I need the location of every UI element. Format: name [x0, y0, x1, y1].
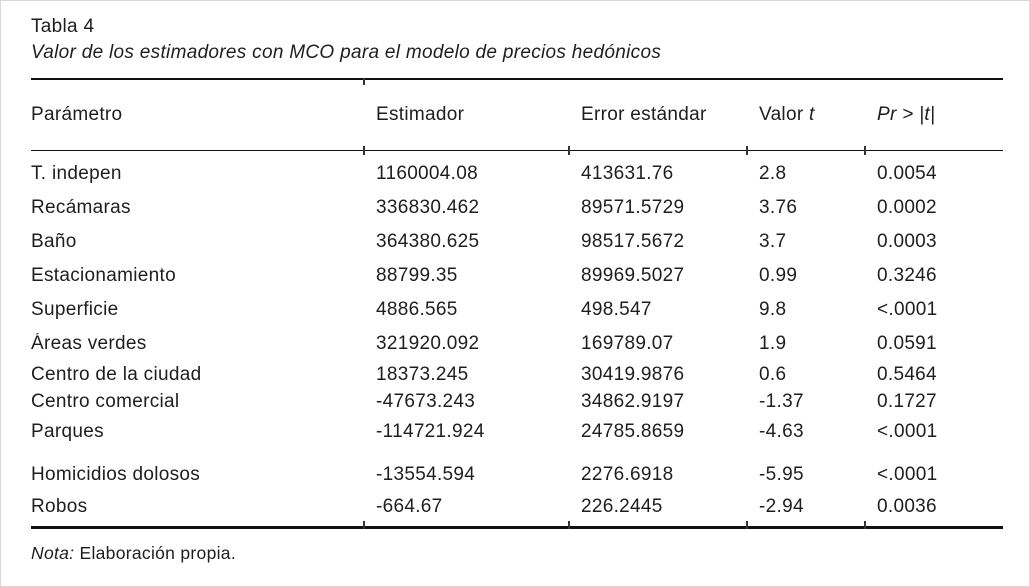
header-cell: Estimador	[363, 104, 568, 126]
column-divider-tick	[363, 78, 365, 85]
parameter-cell: Parques	[31, 421, 104, 442]
column-divider-tick	[864, 521, 866, 529]
value-cell: 0.6	[759, 363, 787, 385]
value-cell: 0.0591	[877, 333, 937, 354]
table-header-row: Parámetro Estimador Error estándar Valor t P…	[31, 80, 1003, 151]
value-cell: 0.0002	[877, 197, 937, 218]
table-row: Áreas verdes 321920.092 169789.07 1.9 0.0591	[31, 327, 1003, 361]
value-cell: 413631.76	[581, 163, 674, 184]
value-cell: <.0001	[877, 464, 938, 485]
value-cell: 0.0054	[877, 163, 937, 184]
value-cell: -47673.243	[376, 390, 476, 412]
text-segment: Elaboración propia.	[74, 543, 236, 563]
value-cell: <.0001	[877, 299, 938, 320]
value-cell: 88799.35	[376, 265, 458, 286]
column-divider-tick	[363, 146, 365, 155]
column-divider-tick	[363, 521, 365, 529]
table-row: Parques -114721.924 24785.8659 -4.63 <.0001	[31, 415, 1003, 449]
value-cell: 89969.5027	[581, 265, 685, 286]
value-cell: -1.37	[759, 390, 804, 412]
value-cell: 4886.565	[376, 299, 458, 320]
value-cell: 226.2445	[581, 496, 663, 517]
table-number: Tabla 4	[31, 16, 95, 37]
parameter-cell: T. indepen	[31, 163, 122, 184]
value-cell: 0.1727	[877, 390, 937, 412]
value-cell: 1160004.08	[376, 163, 478, 184]
parameter-cell: Robos	[31, 496, 88, 517]
value-cell: 3.7	[759, 231, 787, 252]
value-cell: 364380.625	[376, 231, 480, 252]
table-row: T. indepen 1160004.08 413631.76 2.8 0.0054	[31, 157, 1003, 191]
value-cell: 18373.245	[376, 363, 469, 385]
value-cell: 3.76	[759, 197, 798, 218]
parameter-cell: Recámaras	[31, 197, 131, 218]
value-cell: 0.0003	[877, 231, 937, 252]
table-caption: Tabla 4 Valor de los estimadores con MCO…	[31, 14, 1001, 66]
text-segment: Parámetro	[31, 104, 123, 125]
column-divider-tick	[568, 146, 570, 155]
value-cell: <.0001	[877, 421, 938, 442]
parameter-cell: Homicidios dolosos	[31, 464, 201, 485]
value-cell: 0.99	[759, 265, 798, 286]
parameter-cell: Superficie	[31, 299, 119, 320]
value-cell: 498.547	[581, 299, 652, 320]
parameter-cell: Centro de la ciudad	[31, 363, 202, 385]
parameter-cell: Áreas verdes	[31, 333, 147, 354]
text-segment: Estimador	[376, 104, 465, 125]
value-cell: -114721.924	[376, 421, 485, 442]
parameter-cell: Baño	[31, 231, 77, 252]
value-cell: 34862.9197	[581, 390, 685, 412]
table-row: Estacionamiento 88799.35 89969.5027 0.99 0.3…	[31, 259, 1003, 293]
table-row: Centro comercial -47673.243 34862.9197 -1.3…	[31, 388, 1003, 415]
value-cell: 0.0036	[877, 496, 937, 517]
value-cell: 30419.9876	[581, 363, 685, 385]
parameter-cell: Centro comercial	[31, 390, 180, 412]
text-segment: Error estándar	[581, 104, 707, 125]
value-cell: -2.94	[759, 496, 804, 517]
page-content: Tabla 4 Valor de los estimadores con MCO…	[1, 1, 1029, 564]
table-row: Homicidios dolosos -13554.594 2276.6918 -5.…	[31, 458, 1003, 492]
text-segment: Pr > |t|	[877, 104, 936, 125]
header-cell: Valor t	[746, 104, 864, 126]
header-cell: Pr > |t|	[864, 104, 1003, 126]
value-cell: 9.8	[759, 299, 787, 320]
value-cell: -13554.594	[376, 464, 476, 485]
value-cell: 89571.5729	[581, 197, 685, 218]
column-divider-tick	[864, 146, 866, 155]
table-title: Valor de los estimadores con MCO para el…	[31, 42, 662, 63]
header-cell: Error estándar	[568, 104, 746, 126]
estimators-table: Parámetro Estimador Error estándar Valor t P…	[31, 78, 1003, 529]
value-cell: 0.5464	[877, 363, 937, 385]
table-row: Baño 364380.625 98517.5672 3.7 0.0003	[31, 225, 1003, 259]
value-cell: -4.63	[759, 421, 804, 442]
value-cell: 2276.6918	[581, 464, 674, 485]
parameter-cell: Estacionamiento	[31, 265, 176, 286]
value-cell: 98517.5672	[581, 231, 685, 252]
table-row: Centro de la ciudad 18373.245 30419.9876 0.…	[31, 361, 1003, 388]
value-cell: 24785.8659	[581, 421, 685, 442]
value-cell: 2.8	[759, 163, 787, 184]
column-divider-tick	[568, 521, 570, 529]
column-divider-tick	[746, 521, 748, 529]
column-divider-tick	[746, 146, 748, 155]
header-cell: Parámetro	[31, 104, 363, 126]
table-row: Robos -664.67 226.2445 -2.94 0.0036	[31, 492, 1003, 522]
value-cell: 0.3246	[877, 265, 937, 286]
value-cell: 169789.07	[581, 333, 674, 354]
value-cell: 1.9	[759, 333, 787, 354]
value-cell: 336830.462	[376, 197, 480, 218]
value-cell: -5.95	[759, 464, 804, 485]
text-segment: t	[809, 104, 815, 125]
table-row: Recámaras 336830.462 89571.5729 3.76 0.0002	[31, 191, 1003, 225]
table-note: Nota: Elaboración propia.	[31, 543, 1001, 564]
text-segment: Valor	[759, 104, 810, 125]
table-body: T. indepen 1160004.08 413631.76 2.8 0.0054 Re…	[31, 151, 1003, 526]
value-cell: -664.67	[376, 496, 443, 517]
text-segment: Nota:	[31, 543, 75, 563]
value-cell: 321920.092	[376, 333, 480, 354]
table-row: Superficie 4886.565 498.547 9.8 <.0001	[31, 293, 1003, 327]
